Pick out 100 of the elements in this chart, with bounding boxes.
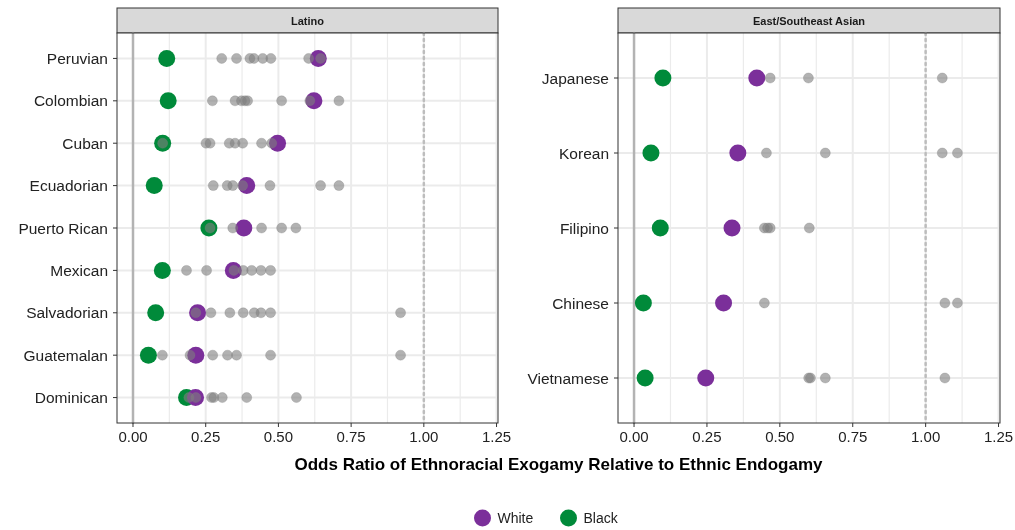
point (139, 346, 157, 364)
point (217, 392, 228, 403)
point (158, 49, 176, 67)
point (761, 147, 772, 159)
point (187, 389, 205, 407)
point (715, 294, 733, 312)
point (222, 349, 233, 361)
point (309, 49, 327, 67)
point (257, 53, 268, 64)
point (241, 392, 252, 403)
point (153, 261, 171, 279)
legend-label: Black (583, 510, 619, 526)
point (636, 369, 654, 387)
legend-label: White (497, 510, 534, 526)
point (187, 346, 205, 364)
y-tick-label: Peruvian (46, 49, 108, 67)
point (276, 95, 287, 107)
x-tick-label: 1.25 (983, 428, 1014, 445)
x-tick-label: 0.00 (619, 428, 649, 445)
y-tick-label: Guatemalan (23, 346, 108, 364)
y-tick-label: Mexican (50, 261, 108, 279)
point (157, 349, 168, 361)
point (204, 137, 216, 149)
point (820, 147, 831, 159)
point (265, 307, 276, 319)
chart-title: Latino (291, 14, 325, 27)
point (290, 222, 302, 234)
point (181, 265, 192, 276)
point (952, 297, 963, 309)
point (654, 69, 672, 87)
point (305, 92, 323, 110)
point (729, 144, 747, 162)
y-tick-label: Cuban (62, 134, 108, 152)
point (224, 307, 236, 319)
y-tick-label: Korean (559, 144, 609, 162)
y-tick-label: Ecuadorian (29, 177, 108, 195)
point (333, 95, 345, 107)
x-axis-title: Odds Ratio of Ethnoracial Exogamy Relative to Ethnic Endogamy (294, 455, 824, 474)
point (256, 137, 267, 149)
x-tick-label: 0.75 (336, 428, 366, 445)
point (291, 392, 302, 403)
point (634, 294, 652, 312)
point (246, 265, 257, 276)
point (264, 180, 276, 191)
point (748, 69, 766, 87)
x-tick-label: 0.50 (263, 428, 294, 445)
point (315, 180, 326, 191)
point (208, 180, 219, 191)
point (937, 72, 948, 84)
point (952, 147, 963, 159)
point (189, 304, 207, 322)
y-tick-label: Japanese (541, 69, 609, 87)
x-tick-label: 1.00 (911, 428, 941, 445)
point (265, 349, 276, 361)
point (642, 144, 660, 162)
point (237, 265, 249, 276)
point (939, 297, 951, 309)
x-tick-label: 1.00 (409, 428, 439, 445)
point (395, 307, 406, 319)
point (216, 53, 227, 64)
point (276, 222, 287, 234)
point (303, 53, 314, 64)
point (227, 180, 238, 191)
x-tick-label: 0.25 (191, 428, 221, 445)
point (201, 265, 212, 276)
point (154, 134, 172, 152)
x-tick-label: 0.00 (118, 428, 148, 445)
y-tick-label: Vietnamese (527, 369, 609, 387)
x-tick-label: 0.25 (692, 428, 722, 445)
point (248, 53, 260, 64)
point (235, 219, 253, 237)
point (269, 134, 287, 152)
y-tick-label: Filipino (559, 219, 609, 237)
point (939, 372, 951, 384)
y-tick-label: Salvadorian (26, 304, 108, 322)
x-tick-label: 1.25 (481, 428, 512, 445)
point (265, 53, 277, 64)
y-tick-label: Colombian (33, 92, 108, 110)
point (255, 265, 267, 276)
point (764, 72, 776, 84)
point (803, 72, 814, 84)
point (651, 219, 669, 237)
point (255, 307, 267, 319)
y-tick-label: Dominican (34, 389, 108, 407)
x-tick-label: 0.50 (765, 428, 795, 445)
point (207, 349, 218, 361)
point (145, 177, 163, 195)
point (231, 53, 242, 64)
point (697, 369, 715, 387)
point (159, 92, 177, 110)
point (207, 95, 218, 107)
point (759, 297, 770, 309)
y-tick-label: Puerto Rican (18, 219, 108, 237)
point (231, 349, 242, 361)
y-tick-label: Chinese (552, 294, 609, 312)
point (238, 177, 256, 195)
x-tick-label: 0.75 (838, 428, 868, 445)
point (237, 307, 249, 319)
point (820, 372, 831, 384)
point (224, 261, 242, 279)
